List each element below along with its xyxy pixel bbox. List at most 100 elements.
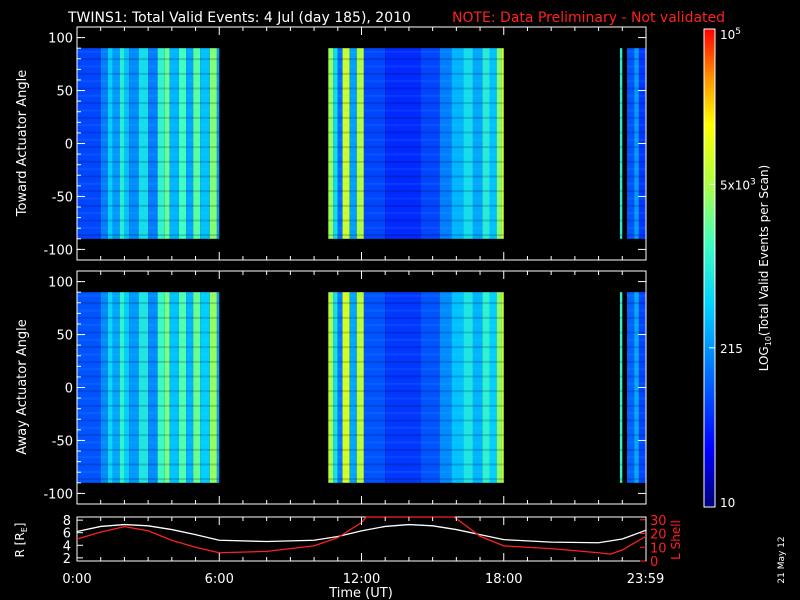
away-column-35 xyxy=(619,292,623,483)
orbit-right-tick-label: 10 xyxy=(650,541,667,556)
away-column-4 xyxy=(119,292,125,483)
x-axis-title: Time (UT) xyxy=(328,586,393,600)
colorbar-label: LOG10(Total Valid Events per Scan) xyxy=(757,165,773,372)
toward-column-34 xyxy=(501,48,504,239)
toward-column-29 xyxy=(463,48,473,239)
away-column-9 xyxy=(157,292,165,483)
figure-title: TWINS1: Total Valid Events: 4 Jul (day 1… xyxy=(67,10,411,26)
away-column-7 xyxy=(138,292,149,483)
toward-column-9 xyxy=(157,48,165,239)
colorbar-tick-label: 5x103 xyxy=(720,177,756,192)
toward-column-8 xyxy=(148,48,158,239)
away-ytick-label: -50 xyxy=(52,434,73,449)
toward-column-28 xyxy=(451,48,464,239)
orbit-right-tick-label: 20 xyxy=(650,528,667,543)
toward-ytick-label: 100 xyxy=(48,32,73,47)
x-tick-label: 12:00 xyxy=(343,572,380,587)
toward-column-35 xyxy=(619,48,623,239)
orbit-x-axis: 0:00 6:00 12:00 18:00 23:59 xyxy=(62,517,664,587)
away-column-25 xyxy=(385,292,421,483)
toward-column-19 xyxy=(333,48,338,239)
away-column-37 xyxy=(634,292,639,483)
away-column-30 xyxy=(472,292,483,483)
orbit-left-tick-label: 6 xyxy=(63,527,71,542)
away-column-10 xyxy=(164,292,170,483)
toward-column-32 xyxy=(489,48,497,239)
toward-column-14 xyxy=(193,48,201,239)
toward-column-25 xyxy=(385,48,421,239)
toward-column-17 xyxy=(216,48,220,239)
away-column-26 xyxy=(420,292,440,483)
toward-column-33 xyxy=(496,48,502,239)
orbit-right-label: L Shell xyxy=(669,520,683,560)
toward-column-11 xyxy=(169,48,179,239)
toward-column-12 xyxy=(178,48,187,239)
colorbar-tick-label: 105 xyxy=(720,27,741,42)
toward-ytick-label: 0 xyxy=(65,138,73,153)
toward-column-26 xyxy=(420,48,440,239)
toward-ylabel: Toward Actuator Angle xyxy=(15,70,30,217)
away-y-axis: -100 -50 0 50 100 xyxy=(43,276,646,502)
away-heatmap-columns xyxy=(77,292,646,483)
away-column-20 xyxy=(337,292,343,483)
away-ytick-label: -100 xyxy=(43,487,73,502)
toward-column-1 xyxy=(100,48,108,239)
toward-column-3 xyxy=(112,48,120,239)
toward-column-13 xyxy=(186,48,194,239)
toward-column-0 xyxy=(77,48,101,239)
orbit-left-tick-label: 8 xyxy=(63,514,71,529)
toward-heatmap-panel: -100 -50 0 50 100 Toward Actuator Angle xyxy=(15,26,647,261)
toward-column-21 xyxy=(342,48,350,239)
away-column-29 xyxy=(463,292,473,483)
toward-ytick-label: -50 xyxy=(52,190,73,205)
away-column-23 xyxy=(356,292,364,483)
away-column-13 xyxy=(186,292,194,483)
away-column-0 xyxy=(77,292,101,483)
x-tick-label: 18:00 xyxy=(485,572,522,587)
away-column-17 xyxy=(216,292,220,483)
away-ytick-label: 100 xyxy=(48,276,73,291)
away-column-11 xyxy=(169,292,179,483)
away-column-31 xyxy=(482,292,490,483)
toward-column-20 xyxy=(337,48,343,239)
away-column-34 xyxy=(501,292,504,483)
away-column-5 xyxy=(124,292,130,483)
orbit-left-tick-label: 2 xyxy=(63,552,71,567)
away-column-15 xyxy=(200,292,210,483)
toward-ytick-label: -100 xyxy=(43,243,73,258)
away-heatmap-panel: -100 -50 0 50 100 Away Actuator Angle xyxy=(15,270,647,505)
date-stamp: 21 May 12 xyxy=(777,536,787,583)
away-column-2 xyxy=(107,292,113,483)
toward-column-10 xyxy=(164,48,170,239)
away-column-28 xyxy=(451,292,464,483)
toward-column-16 xyxy=(209,48,217,239)
away-ylabel: Away Actuator Angle xyxy=(15,319,30,454)
away-heatmap-streaks xyxy=(77,294,646,481)
toward-column-7 xyxy=(138,48,149,239)
toward-column-31 xyxy=(482,48,490,239)
toward-column-24 xyxy=(363,48,386,239)
toward-x-ticks xyxy=(76,27,647,260)
toward-column-18 xyxy=(328,48,334,239)
orbit-right-tick-label: 30 xyxy=(650,514,667,529)
away-column-33 xyxy=(496,292,502,483)
orbit-left-tick-label: 4 xyxy=(63,539,71,554)
colorbar-tick-label: 10 xyxy=(720,496,735,510)
away-x-ticks xyxy=(76,271,647,504)
colorbar-gradient xyxy=(704,29,715,507)
orbit-left-label: R [RE] xyxy=(13,523,29,558)
toward-column-15 xyxy=(200,48,210,239)
away-ytick-label: 0 xyxy=(65,382,73,397)
away-column-16 xyxy=(209,292,217,483)
toward-column-37 xyxy=(634,48,639,239)
x-tick-label: 23:59 xyxy=(627,572,664,587)
x-tick-label: 0:00 xyxy=(62,572,91,587)
toward-column-5 xyxy=(124,48,130,239)
away-column-14 xyxy=(193,292,201,483)
colorbar-ticks: 10 215 5x103 105 xyxy=(709,27,756,510)
